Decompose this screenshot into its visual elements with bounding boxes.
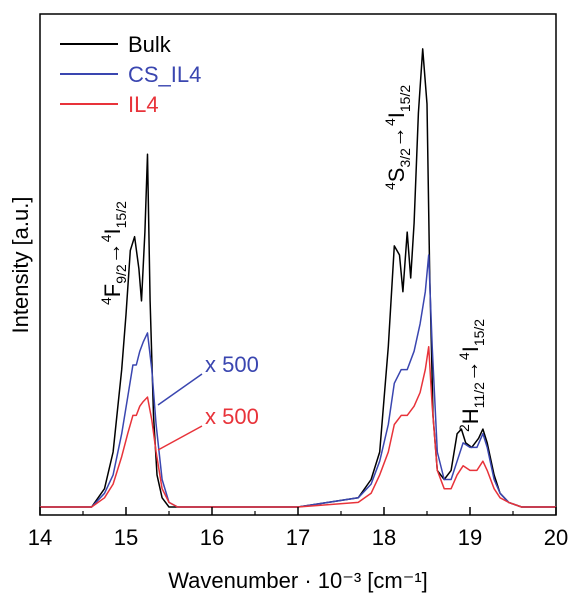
scale-pointer-red <box>157 425 203 451</box>
x-tick-label: 14 <box>28 525 52 550</box>
scale-pointer-blue <box>157 373 203 406</box>
x-tick-label: 18 <box>372 525 396 550</box>
transition-label-2h112: 2H11/2→4I15/2 <box>456 319 487 432</box>
x-tick-label: 16 <box>200 525 224 550</box>
legend-label-cs-il4: CS_IL4 <box>128 62 201 87</box>
x-tick-label: 17 <box>286 525 310 550</box>
scale-label-red: x 500 <box>205 404 259 429</box>
y-axis-label: Intensity [a.u.] <box>8 197 33 334</box>
x-tick-label: 15 <box>114 525 138 550</box>
x-tick-label: 19 <box>458 525 482 550</box>
x-axis-ticks: 14 15 16 17 18 19 20 <box>28 507 568 550</box>
series-layer <box>40 48 556 508</box>
x-tick-label: 20 <box>544 525 568 550</box>
legend: Bulk CS_IL4 IL4 <box>60 32 201 117</box>
transition-label-4s32: 4S3/2→4I15/2 <box>382 85 413 190</box>
transition-label-4f92: 4F9/2→4I15/2 <box>98 201 129 305</box>
legend-label-bulk: Bulk <box>128 32 172 57</box>
legend-label-il4: IL4 <box>128 92 159 117</box>
scale-annotations: x 500 x 500 <box>157 352 259 451</box>
series-line-il4 <box>40 345 556 508</box>
scale-label-blue: x 500 <box>205 352 259 377</box>
series-line-cs-il4 <box>40 254 556 508</box>
x-axis-label: Wavenumber · 10⁻³ [cm⁻¹] <box>168 568 428 593</box>
